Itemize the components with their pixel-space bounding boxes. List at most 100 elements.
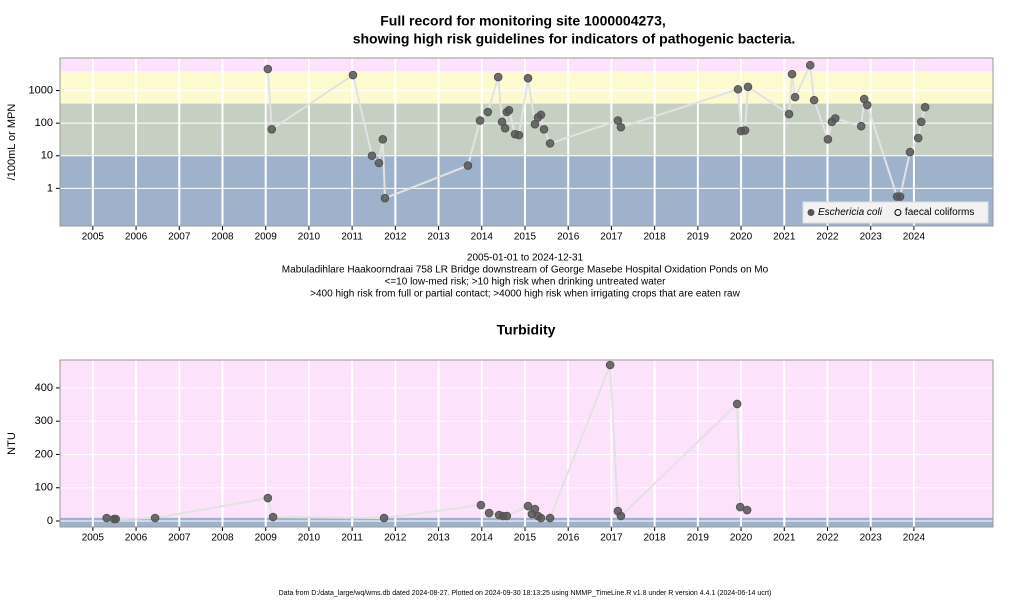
data-point xyxy=(733,84,743,94)
plot-border xyxy=(59,359,994,528)
data-point xyxy=(500,123,510,133)
annotation: 2005-01-01 to 2024-12-31 xyxy=(467,253,584,264)
data-point xyxy=(530,504,540,514)
data-point xyxy=(743,82,753,92)
x-tick-label: 2011 xyxy=(341,533,363,544)
x-tick-label: 2016 xyxy=(557,232,580,243)
data-point xyxy=(484,508,494,518)
x-tick-label: 2005 xyxy=(82,533,105,544)
x-tick-label: 2023 xyxy=(860,232,883,243)
risk-band xyxy=(60,103,993,156)
data-point xyxy=(920,102,930,112)
data-point xyxy=(380,193,390,203)
data-point xyxy=(263,493,273,503)
data-point xyxy=(536,513,546,523)
x-tick-label: 2010 xyxy=(298,232,321,243)
x-tick-label: 2013 xyxy=(427,232,450,243)
data-point xyxy=(616,511,626,521)
data-point xyxy=(483,107,493,117)
data-point xyxy=(895,192,905,201)
x-tick-label: 2016 xyxy=(557,533,580,544)
data-point xyxy=(263,64,273,74)
x-tick-label: 2012 xyxy=(384,533,407,544)
y-tick-label: 100 xyxy=(35,117,53,129)
x-tick-label: 2012 xyxy=(384,232,407,243)
x-tick-label: 2021 xyxy=(773,533,796,544)
data-point xyxy=(374,158,384,168)
data-point xyxy=(787,69,797,79)
x-tick-label: 2020 xyxy=(730,533,753,544)
data-point xyxy=(545,139,555,148)
data-point xyxy=(523,501,533,511)
data-point xyxy=(102,513,111,523)
data-point xyxy=(268,512,278,522)
x-tick-label: 2024 xyxy=(903,232,926,243)
y-axis-label: /100mL or MPN xyxy=(6,104,18,181)
x-tick-label: 2021 xyxy=(773,232,796,243)
data-point xyxy=(856,121,866,131)
y-tick-label: 1000 xyxy=(29,84,53,96)
data-point xyxy=(476,500,486,510)
x-tick-label: 2023 xyxy=(860,533,883,544)
annotation: Mabuladihlare Haakoorndraai 758 LR Bridg… xyxy=(282,265,769,276)
y-tick-label: 400 xyxy=(35,382,53,394)
data-point xyxy=(742,505,752,515)
risk-band xyxy=(60,360,993,518)
x-tick-label: 2009 xyxy=(255,232,278,243)
data-point xyxy=(913,133,923,143)
data-point xyxy=(735,502,745,512)
x-tick-label: 2007 xyxy=(168,232,191,243)
x-tick-label: 2020 xyxy=(730,232,753,243)
chart-title: showing high risk guidelines for indicat… xyxy=(353,31,796,47)
x-tick-label: 2018 xyxy=(644,232,667,243)
legend-marker xyxy=(894,209,902,216)
x-tick-label: 2019 xyxy=(687,533,710,544)
data-point xyxy=(367,151,377,161)
data-point xyxy=(348,70,358,80)
data-point xyxy=(111,514,121,524)
risk-band xyxy=(60,517,993,527)
x-tick-label: 2008 xyxy=(211,232,234,243)
y-tick-label: 100 xyxy=(35,482,53,494)
data-point xyxy=(616,122,626,132)
data-point xyxy=(784,109,794,119)
x-tick-label: 2018 xyxy=(644,533,667,544)
x-tick-label: 2015 xyxy=(514,533,537,544)
data-point xyxy=(809,95,819,105)
data-point xyxy=(504,105,514,115)
data-point xyxy=(905,147,915,157)
data-point xyxy=(830,114,840,123)
annotation: >400 high risk from full or partial cont… xyxy=(310,289,740,300)
x-tick-label: 2013 xyxy=(427,533,450,544)
x-tick-label: 2017 xyxy=(600,533,623,544)
y-axis-label: NTU xyxy=(6,432,18,455)
legend-box xyxy=(802,201,989,224)
data-point xyxy=(493,72,503,82)
data-point xyxy=(378,135,388,144)
risk-band xyxy=(60,58,993,71)
x-tick-label: 2014 xyxy=(471,533,494,544)
data-point xyxy=(790,92,800,102)
data-point xyxy=(463,161,473,170)
data-point xyxy=(732,399,742,409)
data-point xyxy=(267,124,277,134)
chart-title: Turbidity xyxy=(497,322,556,338)
series-line xyxy=(266,61,927,200)
x-tick-label: 2017 xyxy=(600,232,623,243)
x-tick-label: 2014 xyxy=(471,232,494,243)
data-point xyxy=(605,360,615,370)
y-tick-label: 200 xyxy=(35,448,53,460)
annotation: <=10 low-med risk; >10 high risk when dr… xyxy=(385,277,667,288)
legend-marker xyxy=(807,209,815,216)
x-tick-label: 2007 xyxy=(168,533,191,544)
data-point xyxy=(150,513,160,523)
y-tick-label: 1 xyxy=(47,182,53,194)
data-point xyxy=(539,124,549,134)
x-tick-label: 2022 xyxy=(816,232,839,243)
data-point xyxy=(475,116,485,125)
data-point xyxy=(502,511,512,521)
data-point xyxy=(862,100,872,110)
x-tick-label: 2024 xyxy=(903,533,926,544)
footer: Data from D:/data_large/wq/wms.db dated … xyxy=(279,590,772,597)
x-tick-label: 2006 xyxy=(125,533,148,544)
